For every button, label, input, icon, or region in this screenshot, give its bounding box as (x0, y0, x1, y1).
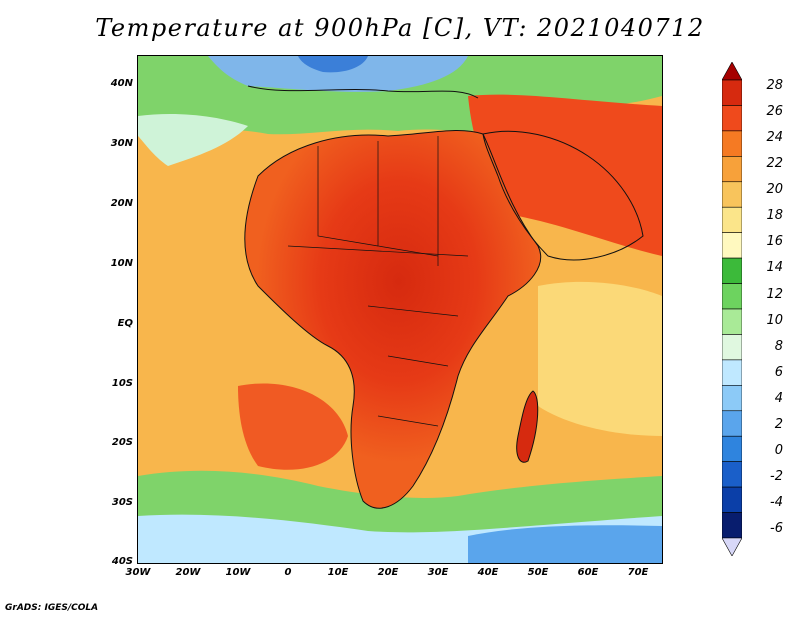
madagascar-landmass (516, 390, 539, 463)
lat-label-20s: 20S (111, 437, 133, 448)
lon-label-50e: 50E (527, 567, 549, 578)
colorbar-label-22: 22 (766, 156, 783, 171)
colorbar-label-28: 28 (766, 78, 783, 93)
colorbar-segment (722, 105, 742, 132)
colorbar-label-2: 2 (774, 417, 783, 432)
temperature-map (137, 55, 663, 564)
field-indian-ocean (538, 281, 662, 436)
country-borders (287, 136, 469, 427)
colorbar-label-26: 26 (766, 104, 783, 119)
colorbar-label-20: 20 (766, 182, 783, 197)
lat-label-40n: 40N (110, 78, 133, 89)
colorbar-label-6: 6 (774, 365, 783, 380)
colorbar-segment (722, 130, 742, 157)
colorbar-segment (722, 410, 742, 437)
colorbar-segment (722, 283, 742, 310)
lat-label-40s: 40S (111, 556, 133, 567)
colorbar-segment (722, 181, 742, 208)
colorbar-label-16: 16 (766, 234, 783, 249)
lon-label-30w: 30W (125, 567, 151, 578)
arabia-outline (482, 130, 644, 261)
field-atlantic-cool (138, 114, 248, 166)
lon-label-10e: 10E (327, 567, 349, 578)
grads-credit: GrADS: IGES/COLA (5, 603, 99, 613)
colorbar-label-4: 4 (774, 391, 783, 406)
lat-label-eq: EQ (117, 318, 133, 329)
europe-coastline (247, 85, 479, 99)
colorbar-label-0: 0 (774, 443, 783, 458)
colorbar-label-8: 8 (774, 339, 783, 354)
lat-label-20n: 20N (110, 198, 133, 209)
colorbar-segment (722, 79, 742, 106)
colorbar-cap-bottom (722, 537, 742, 556)
field-europe-cold (208, 56, 468, 92)
colorbar-segment (722, 461, 742, 488)
colorbar-segment (722, 206, 742, 233)
colorbar-label-neg4: -4 (770, 495, 783, 510)
colorbar-segment (722, 334, 742, 361)
colorbar-label-24: 24 (766, 130, 783, 145)
colorbar-label-18: 18 (766, 208, 783, 223)
lat-label-30s: 30S (111, 497, 133, 508)
colorbar-label-neg6: -6 (770, 521, 783, 536)
colorbar-segment (722, 486, 742, 513)
map-title: Temperature at 900hPa [C], VT: 202104071… (95, 14, 705, 42)
colorbar-segment (722, 308, 742, 335)
lon-label-10w: 10W (225, 567, 251, 578)
colorbar-label-12: 12 (766, 287, 783, 302)
colorbar-label-10: 10 (766, 313, 783, 328)
lat-label-10n: 10N (110, 258, 133, 269)
field-europe-coldest (298, 56, 368, 73)
field-arabia (468, 94, 662, 256)
colorbar-segment (722, 232, 742, 259)
colorbar-label-14: 14 (766, 260, 783, 275)
lon-label-40e: 40E (477, 567, 499, 578)
colorbar-segment (722, 359, 742, 386)
colorbar-label-neg2: -2 (770, 469, 783, 484)
colorbar-segment (722, 385, 742, 412)
lon-label-20w: 20W (175, 567, 201, 578)
lat-label-10s: 10S (111, 378, 133, 389)
africa-landmass (244, 130, 542, 509)
lon-label-20e: 20E (377, 567, 399, 578)
lon-label-0: 0 (284, 567, 292, 578)
lon-label-30e: 30E (427, 567, 449, 578)
lon-label-60e: 60E (577, 567, 599, 578)
colorbar-segment (722, 257, 742, 284)
colorbar (722, 62, 742, 556)
colorbar-cap-top (722, 62, 742, 81)
lat-label-30n: 30N (110, 138, 133, 149)
colorbar-segment (722, 156, 742, 183)
field-sw-warm (238, 383, 348, 470)
field-south-cold (468, 525, 662, 563)
colorbar-segment (722, 512, 742, 539)
colorbar-segment (722, 435, 742, 462)
lon-label-70e: 70E (627, 567, 649, 578)
